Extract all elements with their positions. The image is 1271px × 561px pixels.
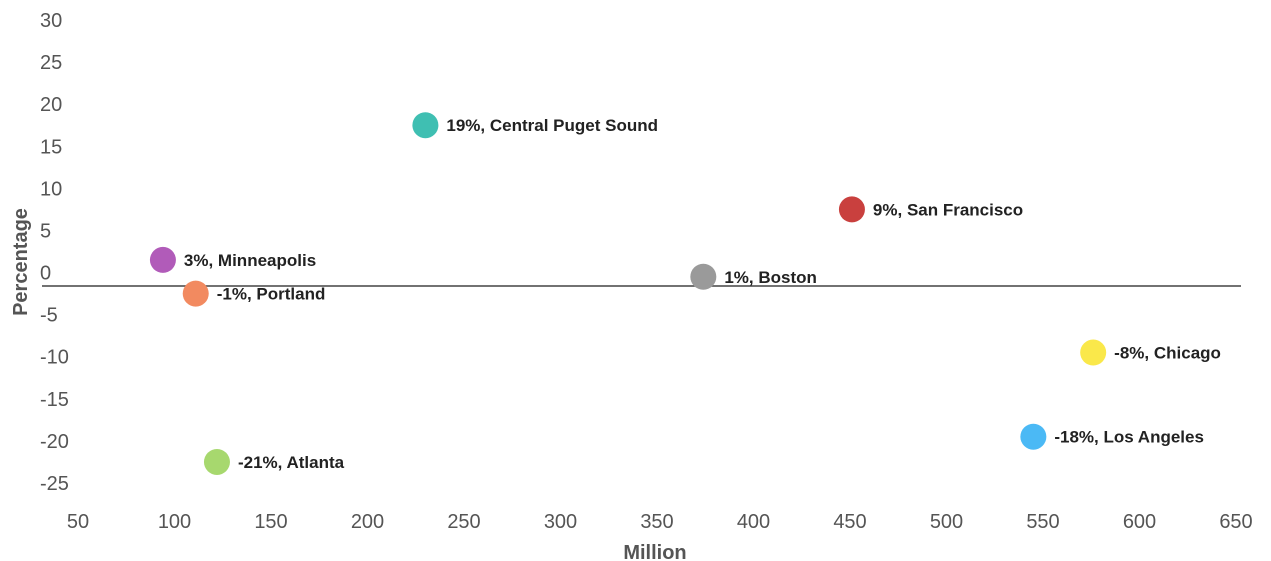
data-label: -8%, Chicago <box>1114 344 1221 363</box>
data-points: 19%, Central Puget Sound 9%, San Francisc… <box>149 112 1221 475</box>
data-label: -21%, Atlanta <box>238 453 345 472</box>
data-label: -18%, Los Angeles <box>1054 428 1204 447</box>
y-axis-title: Percentage <box>10 208 32 316</box>
x-tick-label: 300 <box>544 511 577 533</box>
data-point <box>690 263 717 290</box>
x-axis-title: Million <box>623 542 686 561</box>
x-tick-label: 50 <box>67 511 89 533</box>
x-tick-label: 500 <box>930 511 963 533</box>
x-tick-label: 250 <box>447 511 480 533</box>
data-point <box>838 196 865 223</box>
y-tick-label: -5 <box>40 305 58 327</box>
data-label: 1%, Boston <box>724 268 817 287</box>
y-tick-label: 30 <box>40 10 62 32</box>
x-tick-label: 100 <box>158 511 191 533</box>
data-label: 19%, Central Puget Sound <box>446 116 658 135</box>
y-axis-ticks: 30 25 20 15 10 5 0 -5 -10 -15 -20 -25 <box>40 10 69 495</box>
data-point <box>149 246 176 273</box>
y-tick-label: 5 <box>40 220 51 242</box>
x-tick-label: 150 <box>254 511 287 533</box>
data-label: 3%, Minneapolis <box>184 251 316 270</box>
data-label: -1%, Portland <box>217 285 326 304</box>
y-tick-label: 15 <box>40 136 62 158</box>
x-tick-label: 450 <box>833 511 866 533</box>
y-tick-label: -25 <box>40 473 69 495</box>
x-tick-label: 600 <box>1123 511 1156 533</box>
x-tick-label: 550 <box>1026 511 1059 533</box>
x-tick-label: 650 <box>1219 511 1252 533</box>
data-point <box>203 448 230 475</box>
x-axis-ticks: 50 100 150 200 250 300 350 400 450 500 550 600 650 <box>67 511 1253 533</box>
data-point <box>1080 339 1107 366</box>
x-tick-label: 400 <box>737 511 770 533</box>
x-tick-label: 200 <box>351 511 384 533</box>
y-tick-label: -20 <box>40 431 69 453</box>
y-tick-label: 10 <box>40 178 62 200</box>
y-tick-label: -10 <box>40 347 69 369</box>
y-tick-label: 25 <box>40 52 62 74</box>
data-label: 9%, San Francisco <box>873 200 1023 219</box>
x-tick-label: 350 <box>640 511 673 533</box>
data-point <box>1020 423 1047 450</box>
y-tick-label: -15 <box>40 389 69 411</box>
y-tick-label: 20 <box>40 94 62 116</box>
y-tick-label: 0 <box>40 263 51 285</box>
data-point <box>412 112 439 139</box>
data-point <box>182 280 209 307</box>
